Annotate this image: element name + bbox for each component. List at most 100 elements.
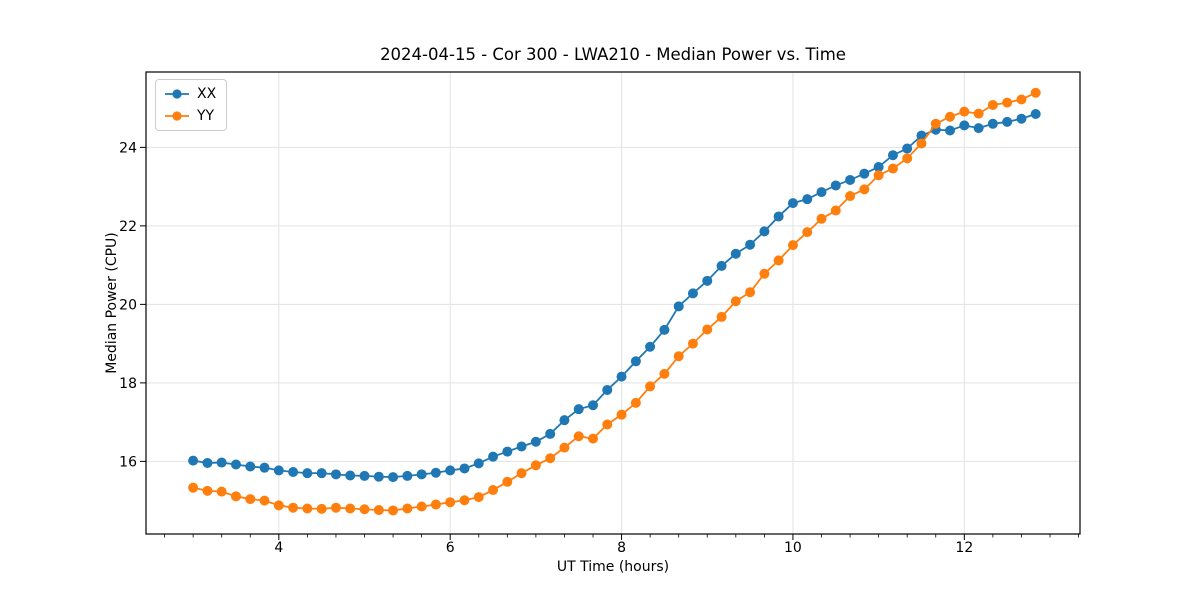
data-point-xx bbox=[416, 469, 427, 480]
data-point-yy bbox=[202, 485, 213, 496]
data-point-xx bbox=[630, 356, 641, 367]
data-point-yy bbox=[502, 476, 513, 487]
series-line-xx bbox=[192, 113, 1036, 478]
data-point-yy bbox=[830, 205, 841, 216]
data-point-xx bbox=[430, 467, 441, 478]
data-point-yy bbox=[216, 486, 227, 497]
x-tick-label: 8 bbox=[617, 540, 626, 556]
data-point-xx bbox=[787, 198, 798, 209]
data-point-yy bbox=[616, 409, 627, 420]
data-point-yy bbox=[845, 191, 856, 202]
data-point-xx bbox=[716, 260, 727, 271]
data-point-xx bbox=[730, 248, 741, 259]
data-point-xx bbox=[1016, 113, 1027, 124]
data-point-yy bbox=[330, 502, 341, 513]
data-point-yy bbox=[530, 460, 541, 471]
data-point-xx bbox=[402, 470, 413, 481]
data-point-yy bbox=[930, 118, 941, 129]
y-axis-label: Median Power (CPU) bbox=[104, 232, 120, 374]
data-point-yy bbox=[959, 106, 970, 117]
data-point-yy bbox=[802, 227, 813, 238]
data-point-xx bbox=[802, 194, 813, 205]
data-point-yy bbox=[459, 495, 470, 506]
data-point-yy bbox=[473, 492, 484, 503]
legend-label-xx: XX bbox=[197, 86, 217, 102]
x-tick-label: 12 bbox=[955, 540, 973, 556]
data-point-xx bbox=[902, 143, 913, 154]
data-point-xx bbox=[516, 441, 527, 452]
data-point-yy bbox=[745, 287, 756, 298]
y-tick-label: 16 bbox=[119, 454, 137, 470]
data-point-yy bbox=[687, 338, 698, 349]
data-point-yy bbox=[630, 397, 641, 408]
data-point-yy bbox=[902, 153, 913, 164]
x-tick-label: 10 bbox=[784, 540, 802, 556]
data-point-yy bbox=[416, 501, 427, 512]
data-point-yy bbox=[773, 255, 784, 266]
data-point-yy bbox=[645, 381, 656, 392]
y-tick-label: 22 bbox=[119, 219, 137, 235]
data-point-yy bbox=[787, 240, 798, 251]
legend: XX YY bbox=[155, 79, 228, 131]
data-point-xx bbox=[916, 130, 927, 141]
data-point-xx bbox=[1030, 109, 1041, 119]
data-point-xx bbox=[887, 150, 898, 161]
data-point-xx bbox=[188, 455, 199, 466]
data-point-xx bbox=[316, 468, 327, 479]
data-point-yy bbox=[602, 419, 613, 430]
data-point-yy bbox=[1016, 94, 1027, 105]
data-point-xx bbox=[345, 470, 356, 481]
data-point-yy bbox=[345, 503, 356, 514]
data-point-yy bbox=[359, 504, 370, 515]
data-point-yy bbox=[1030, 87, 1041, 98]
data-point-yy bbox=[545, 453, 556, 464]
legend-item-xx: XX bbox=[164, 85, 216, 103]
data-point-yy bbox=[945, 111, 956, 122]
data-point-xx bbox=[830, 180, 841, 191]
data-point-yy bbox=[245, 494, 256, 505]
plot-border bbox=[145, 71, 1081, 535]
data-point-xx bbox=[959, 120, 970, 131]
y-tick-label: 24 bbox=[119, 140, 137, 156]
data-point-xx bbox=[645, 341, 656, 352]
data-point-yy bbox=[488, 485, 499, 496]
data-point-xx bbox=[388, 472, 399, 483]
data-point-xx bbox=[759, 226, 770, 237]
data-point-yy bbox=[759, 268, 770, 279]
data-point-yy bbox=[302, 503, 313, 514]
data-point-xx bbox=[859, 168, 870, 179]
data-point-yy bbox=[659, 368, 670, 379]
data-point-xx bbox=[845, 174, 856, 185]
legend-marker-yy-icon bbox=[165, 111, 189, 121]
data-point-xx bbox=[359, 470, 370, 481]
data-point-yy bbox=[430, 499, 441, 510]
data-point-yy bbox=[573, 431, 584, 442]
y-tick-label: 20 bbox=[119, 297, 137, 313]
data-point-yy bbox=[588, 433, 599, 444]
data-point-xx bbox=[288, 466, 299, 477]
data-point-yy bbox=[987, 99, 998, 110]
x-tick-label: 6 bbox=[446, 540, 455, 556]
data-point-yy bbox=[259, 495, 270, 506]
data-point-xx bbox=[1002, 116, 1013, 127]
data-point-xx bbox=[987, 118, 998, 129]
data-point-xx bbox=[745, 239, 756, 250]
data-point-xx bbox=[302, 468, 313, 479]
data-point-yy bbox=[288, 502, 299, 513]
data-point-xx bbox=[602, 384, 613, 395]
data-point-xx bbox=[259, 462, 270, 473]
chart-title: 2024-04-15 - Cor 300 - LWA210 - Median P… bbox=[380, 45, 846, 64]
data-point-xx bbox=[216, 457, 227, 468]
data-point-xx bbox=[230, 459, 241, 470]
data-point-xx bbox=[659, 324, 670, 335]
data-point-xx bbox=[545, 428, 556, 439]
data-point-xx bbox=[459, 463, 470, 474]
data-point-xx bbox=[945, 125, 956, 136]
data-point-yy bbox=[1002, 97, 1013, 108]
data-point-yy bbox=[402, 503, 413, 514]
data-point-xx bbox=[330, 469, 341, 480]
data-point-xx bbox=[816, 187, 827, 198]
data-point-xx bbox=[773, 211, 784, 222]
data-point-yy bbox=[702, 324, 713, 335]
